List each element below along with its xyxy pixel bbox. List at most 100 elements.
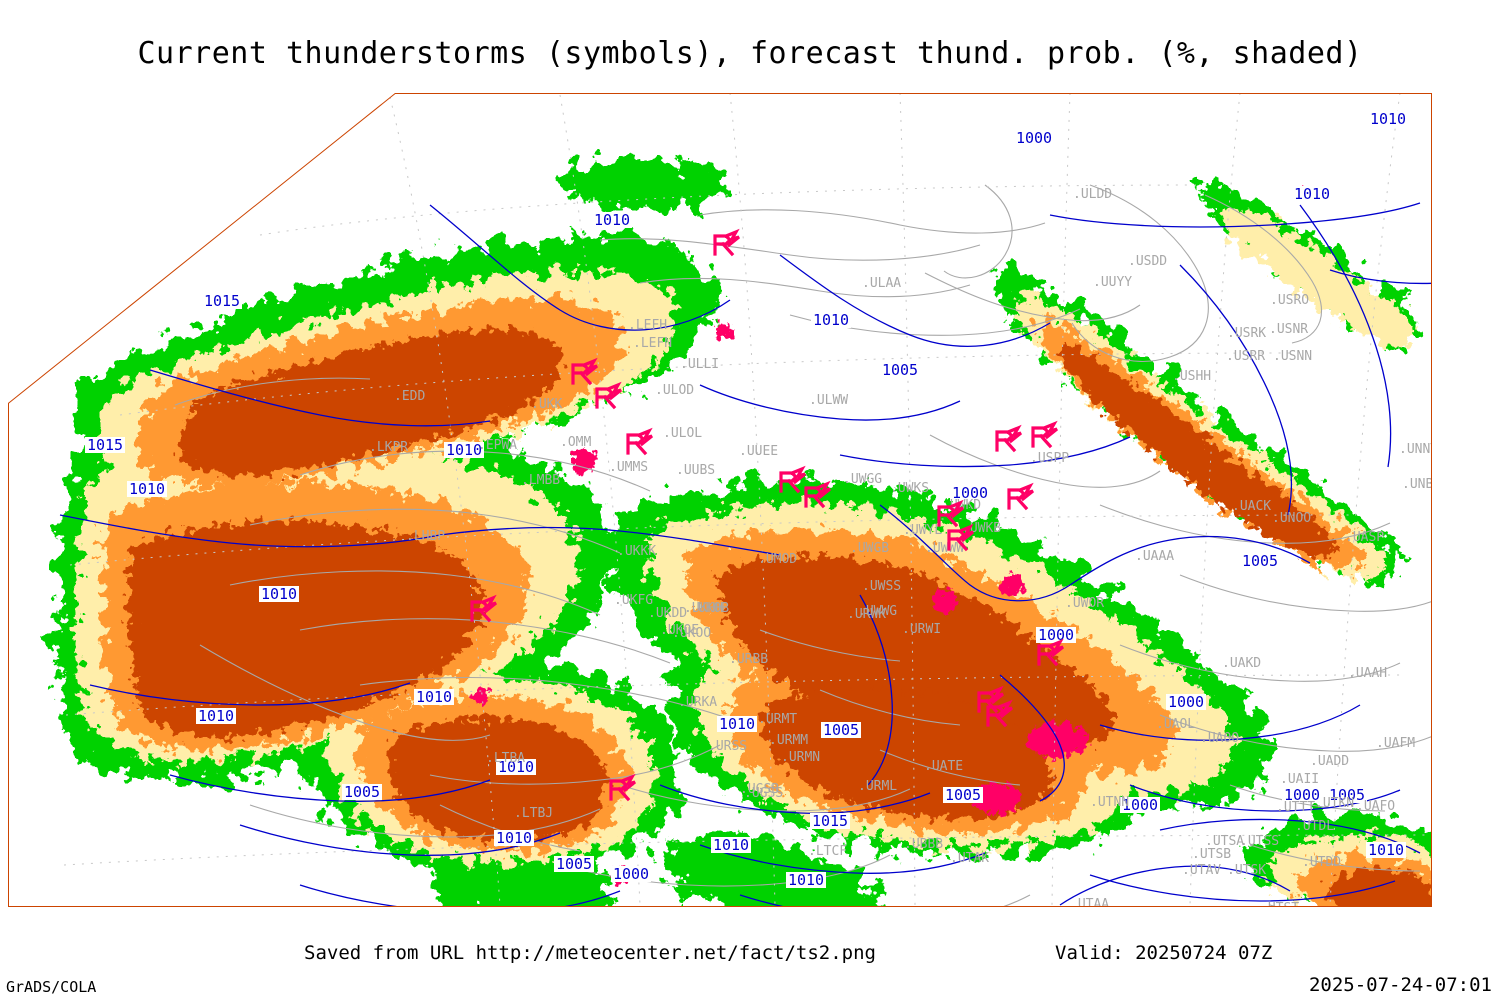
thunderstorm-symbol — [937, 499, 964, 528]
station-label: .UTDD — [1302, 855, 1341, 870]
station-label: .UTDL — [1295, 819, 1334, 834]
station-label: .UTAK — [950, 851, 989, 866]
isobar-label: 1010 — [719, 715, 755, 733]
isobar-label: 1005 — [1329, 786, 1365, 804]
thunderstorm-symbol — [571, 357, 598, 386]
station-label: .USHH — [1172, 369, 1211, 384]
station-label: .UTSK — [1227, 863, 1266, 878]
station-label: .ULLI — [680, 357, 719, 372]
station-label: .UKOB — [690, 601, 729, 616]
isobar-label: 1015 — [204, 292, 240, 310]
station-label: .LEFH — [628, 318, 667, 333]
isobar-label: 1000 — [613, 865, 649, 883]
isobar-label: 1000 — [1168, 693, 1204, 711]
station-label: .UUYY — [1093, 275, 1132, 290]
station-label: .UTST — [1260, 901, 1299, 915]
isobar-label: 1015 — [87, 436, 123, 454]
thunderstorm-symbol — [626, 427, 653, 456]
isobar-label: 1005 — [556, 855, 592, 873]
isobar-label: 1015 — [812, 812, 848, 830]
station-label: .URKA — [678, 695, 717, 710]
station-label: .EPWA — [478, 438, 517, 453]
thunderstorm-symbol — [779, 465, 806, 494]
station-label: .UWWG — [858, 604, 897, 619]
map-frame — [8, 93, 1432, 907]
station-label: .UWKS — [890, 481, 929, 496]
page-title: Current thunderstorms (symbols), forecas… — [137, 36, 1363, 71]
station-label: .USRO — [1270, 293, 1309, 308]
station-label: .UACK — [1232, 499, 1271, 514]
station-label: .URMM — [769, 733, 808, 748]
thunderstorm-symbol — [470, 594, 497, 623]
station-label: .USRR — [1226, 349, 1265, 364]
station-label: .ULOD — [655, 383, 694, 398]
map-content: 1010 1015 1010 1005 1015 1010 1010 1000 1005 1010… — [8, 93, 1432, 915]
thunderstorm-symbol — [609, 773, 636, 802]
station-label: .UAFM — [1376, 736, 1415, 751]
station-label: .UKFG — [614, 593, 653, 608]
station-label: .UAII — [1280, 772, 1319, 787]
station-label: .EDD — [394, 389, 425, 404]
isobar-label: 1005 — [823, 721, 859, 739]
station-label: .ULWW — [809, 393, 848, 408]
saved-from-url-label: Saved from URL http://meteocenter.net/fa… — [304, 942, 876, 964]
isobar-label: 1010 — [416, 688, 452, 706]
isobar-label: 1005 — [1242, 552, 1278, 570]
station-label: .USPP — [1030, 451, 1069, 466]
station-label: .UAKD — [1222, 656, 1261, 671]
coastline-layer — [174, 184, 1432, 907]
isobar-label: 1000 — [1122, 796, 1158, 814]
station-label: .URWK — [847, 607, 886, 622]
station-label: .UTSB — [1192, 847, 1231, 862]
isobar-label: 1005 — [344, 783, 380, 801]
station-label: .UWGG — [843, 472, 882, 487]
isobar-layer — [59, 202, 1432, 907]
station-label: .LTBA — [486, 751, 525, 766]
station-label: .ULOL — [663, 426, 702, 441]
station-label: .UTAV — [1182, 863, 1221, 878]
isobar-labels: 1010 1015 1010 1005 1015 1010 1010 1000 1005 1010… — [85, 110, 1408, 889]
isobar-label: 1010 — [261, 585, 297, 603]
station-label: .UKKK — [617, 544, 656, 559]
map-canvas: 1010 1015 1010 1005 1015 1010 1010 1000 1005 1010… — [0, 85, 1500, 915]
station-label: .UBBB — [904, 837, 943, 852]
station-labels: .LEFH .LEFN .ULAA .UUYY .ULDD .USDD .USRO .USRK… — [369, 187, 1432, 915]
isobar-label: 1010 — [788, 871, 824, 889]
station-label: .UTKN — [1315, 796, 1354, 811]
station-label: .UGSS — [744, 786, 783, 801]
station-label: .UAOO — [1200, 731, 1239, 746]
station-label: .UWOR — [1065, 596, 1104, 611]
shade-layer-magenta — [471, 188, 1320, 884]
station-label: .UWWW — [925, 541, 964, 556]
thunderstorm-symbol — [1031, 420, 1058, 449]
thunderstorm-symbol — [1007, 482, 1034, 511]
thunderstorm-symbol — [947, 523, 974, 552]
isobar-label: 1010 — [594, 211, 630, 229]
station-label: .UWGB — [850, 541, 889, 556]
station-label: .UKOE — [660, 623, 699, 638]
station-label: .USDD — [1128, 254, 1167, 269]
station-label: .ULDD — [1073, 187, 1112, 202]
station-label: .LHBP — [406, 529, 445, 544]
station-label: .USRK — [1227, 326, 1266, 341]
station-label: .UNOO — [1272, 511, 1311, 526]
isobar-label: 1010 — [496, 829, 532, 847]
station-label: .UKDD — [648, 606, 687, 621]
isobar-label: 1010 — [1368, 841, 1404, 859]
station-label: .UWYL — [903, 523, 942, 538]
station-label: .LTBJ — [514, 806, 553, 821]
station-label: .LKPR — [369, 440, 408, 455]
isobar-label: 1000 — [1016, 129, 1052, 147]
station-label: .UTNN — [1090, 795, 1129, 810]
station-label: .URWI — [902, 622, 941, 637]
station-label: .LTCF — [808, 844, 847, 859]
graticule-layer — [63, 93, 1431, 906]
isobar-label: 1010 — [813, 311, 849, 329]
station-label: .UASP — [1345, 530, 1384, 545]
thunderstorm-symbol — [986, 699, 1013, 728]
station-label: .UAAA — [1135, 549, 1174, 564]
station-label: .LMBB — [521, 473, 560, 488]
isobar-label: 1005 — [882, 361, 918, 379]
station-label: .UTSA — [1205, 834, 1244, 849]
